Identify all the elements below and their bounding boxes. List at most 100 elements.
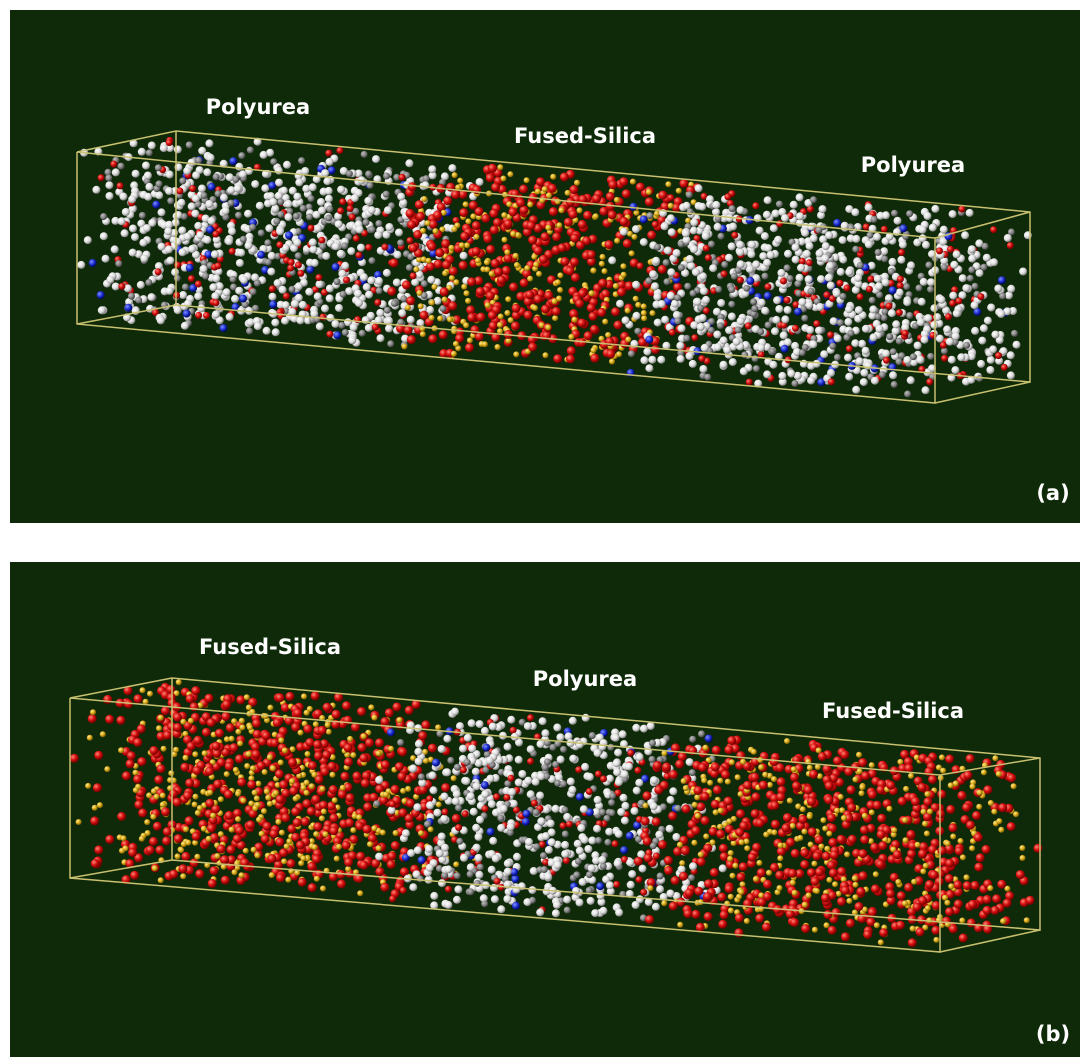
atom xyxy=(267,801,273,807)
atom xyxy=(729,358,737,366)
atom xyxy=(617,288,626,297)
atom xyxy=(428,334,437,343)
atom xyxy=(784,738,790,744)
atom xyxy=(729,223,737,231)
atom xyxy=(861,771,870,780)
atom xyxy=(267,754,273,760)
atom xyxy=(232,176,239,183)
atom xyxy=(581,763,589,771)
atom xyxy=(100,213,107,220)
atom xyxy=(308,195,315,202)
atom xyxy=(790,823,796,829)
atom xyxy=(550,174,556,180)
atom xyxy=(807,797,816,806)
atom xyxy=(698,730,705,737)
atom xyxy=(862,813,868,819)
atom xyxy=(852,777,858,783)
atom xyxy=(179,291,187,299)
atom xyxy=(563,857,570,864)
atom xyxy=(632,901,640,909)
atom xyxy=(950,261,958,269)
atom xyxy=(309,783,315,789)
atom xyxy=(564,218,573,227)
atom xyxy=(910,926,916,932)
atom xyxy=(269,293,277,301)
atom xyxy=(701,792,710,801)
atom xyxy=(633,787,641,795)
atom xyxy=(903,786,909,792)
atom xyxy=(683,335,690,342)
atom xyxy=(451,226,457,232)
atom xyxy=(374,231,382,239)
atom xyxy=(148,293,156,301)
atom xyxy=(787,275,794,282)
atom xyxy=(511,875,519,883)
atom xyxy=(731,232,738,239)
atom xyxy=(399,174,406,181)
atom xyxy=(222,207,230,215)
atom xyxy=(649,270,657,278)
atom xyxy=(376,287,383,294)
atom xyxy=(344,858,353,867)
atom xyxy=(967,275,974,282)
atom xyxy=(673,847,682,856)
atom xyxy=(1011,330,1018,337)
atom xyxy=(223,288,231,296)
atom xyxy=(497,815,504,822)
atom xyxy=(451,190,460,199)
atom xyxy=(162,836,171,845)
atom xyxy=(215,729,224,738)
atom xyxy=(605,240,614,249)
atom xyxy=(155,268,162,275)
atom xyxy=(215,262,222,269)
atom xyxy=(983,895,992,904)
atom xyxy=(305,751,311,757)
atom xyxy=(189,185,196,192)
atom xyxy=(881,314,888,321)
atom xyxy=(625,337,631,343)
atom xyxy=(745,322,752,329)
atom xyxy=(397,772,406,781)
atom xyxy=(725,254,733,262)
atom xyxy=(981,769,987,775)
atom xyxy=(105,175,112,182)
atom xyxy=(833,289,841,297)
atom xyxy=(251,847,257,853)
atom xyxy=(797,264,805,272)
atom xyxy=(672,833,680,841)
atom xyxy=(650,802,658,810)
atom xyxy=(341,242,348,249)
atom xyxy=(652,903,660,911)
atom xyxy=(507,716,515,724)
atom xyxy=(813,320,820,327)
atom xyxy=(409,764,417,772)
atom xyxy=(640,889,647,896)
atom xyxy=(566,355,575,364)
atom xyxy=(418,303,424,309)
atom xyxy=(827,331,834,338)
atom xyxy=(277,211,284,218)
atom xyxy=(495,344,501,350)
atom xyxy=(407,335,416,344)
atom xyxy=(171,268,179,276)
atom xyxy=(620,846,628,854)
atom xyxy=(235,826,244,835)
atom xyxy=(776,792,785,801)
atom xyxy=(567,778,575,786)
atom xyxy=(569,755,577,763)
atom xyxy=(552,232,561,241)
atom xyxy=(739,862,748,871)
atom xyxy=(227,845,236,854)
atom xyxy=(368,704,374,710)
atom xyxy=(945,840,951,846)
atom xyxy=(669,787,677,795)
atom xyxy=(251,180,259,188)
atom xyxy=(949,210,957,218)
atom xyxy=(664,278,671,285)
atom xyxy=(502,266,511,275)
atom xyxy=(560,257,569,266)
atom xyxy=(953,250,961,258)
atom xyxy=(668,203,674,209)
atom xyxy=(448,164,456,172)
atom xyxy=(409,244,418,253)
